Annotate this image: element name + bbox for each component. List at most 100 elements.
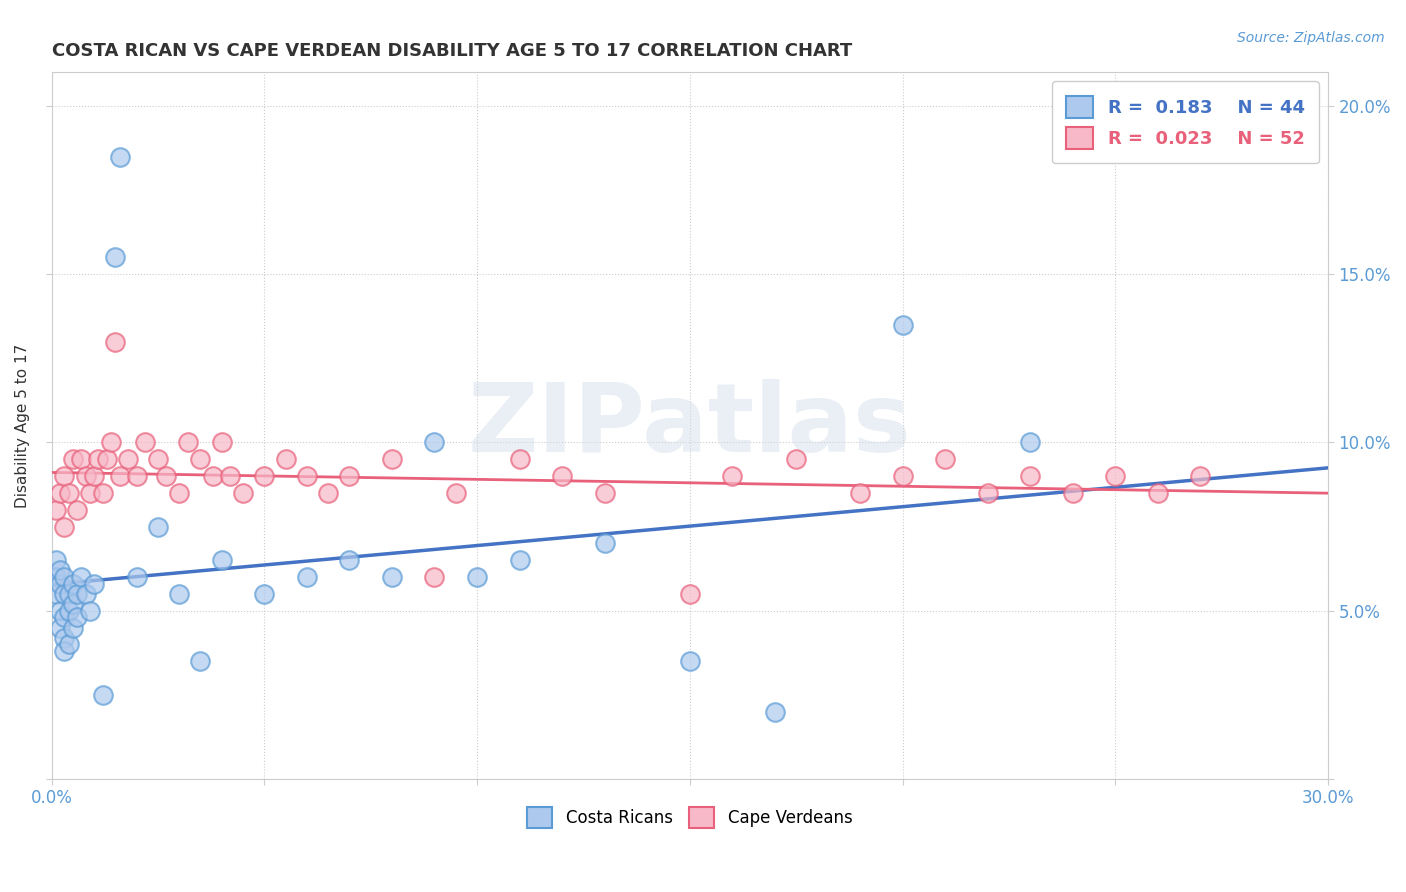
Point [87,452,110,467]
Point [551,469,574,483]
Point [423,570,446,584]
Point [1147,486,1170,500]
Point [274,452,297,467]
Point [53,469,76,483]
Point [1019,469,1042,483]
Point [295,469,318,483]
Point [202,469,225,483]
Point [763,705,786,719]
Point [62,597,84,611]
Point [70,570,93,584]
Point [146,519,169,533]
Point [211,553,233,567]
Point [58,486,80,500]
Point [381,452,404,467]
Point [75,469,97,483]
Point [679,654,702,668]
Point [253,587,276,601]
Point [53,519,76,533]
Point [1189,469,1212,483]
Point [66,587,89,601]
Point [316,486,339,500]
Point [1104,469,1126,483]
Point [125,570,148,584]
Point [211,435,233,450]
Legend: Costa Ricans, Cape Verdeans: Costa Ricans, Cape Verdeans [520,800,859,834]
Point [83,469,105,483]
Point [45,503,67,517]
Point [253,469,276,483]
Point [167,587,190,601]
Point [679,587,702,601]
Point [1019,435,1042,450]
Point [721,469,744,483]
Text: ZIPatlas: ZIPatlas [468,379,911,472]
Point [593,536,616,550]
Point [167,486,190,500]
Point [1062,486,1084,500]
Point [232,486,254,500]
Point [337,553,360,567]
Y-axis label: Disability Age 5 to 17: Disability Age 5 to 17 [15,343,30,508]
Point [444,486,467,500]
Point [45,553,67,567]
Point [849,486,872,500]
Text: Source: ZipAtlas.com: Source: ZipAtlas.com [1237,31,1385,45]
Point [134,435,156,450]
Point [70,452,93,467]
Point [108,469,131,483]
Point [190,654,212,668]
Point [53,587,76,601]
Point [155,469,177,483]
Point [96,452,118,467]
Point [49,563,72,577]
Point [976,486,998,500]
Point [934,452,956,467]
Point [891,318,914,332]
Point [104,334,127,349]
Point [337,469,360,483]
Point [53,644,76,658]
Point [58,604,80,618]
Point [75,587,97,601]
Point [891,469,914,483]
Point [108,149,131,163]
Point [785,452,807,467]
Point [58,637,80,651]
Point [49,576,72,591]
Point [91,486,114,500]
Point [91,688,114,702]
Point [79,486,101,500]
Point [83,576,105,591]
Point [146,452,169,467]
Point [117,452,139,467]
Point [62,576,84,591]
Point [465,570,488,584]
Point [53,570,76,584]
Point [66,610,89,624]
Point [49,621,72,635]
Point [45,587,67,601]
Point [125,469,148,483]
Point [66,503,89,517]
Point [381,570,404,584]
Point [295,570,318,584]
Point [100,435,122,450]
Text: COSTA RICAN VS CAPE VERDEAN DISABILITY AGE 5 TO 17 CORRELATION CHART: COSTA RICAN VS CAPE VERDEAN DISABILITY A… [52,42,852,60]
Point [104,251,127,265]
Point [190,452,212,467]
Point [49,486,72,500]
Point [423,435,446,450]
Point [509,553,531,567]
Point [45,570,67,584]
Point [62,621,84,635]
Point [53,610,76,624]
Point [62,452,84,467]
Point [593,486,616,500]
Point [176,435,198,450]
Point [53,631,76,645]
Point [219,469,242,483]
Point [58,587,80,601]
Point [79,604,101,618]
Point [509,452,531,467]
